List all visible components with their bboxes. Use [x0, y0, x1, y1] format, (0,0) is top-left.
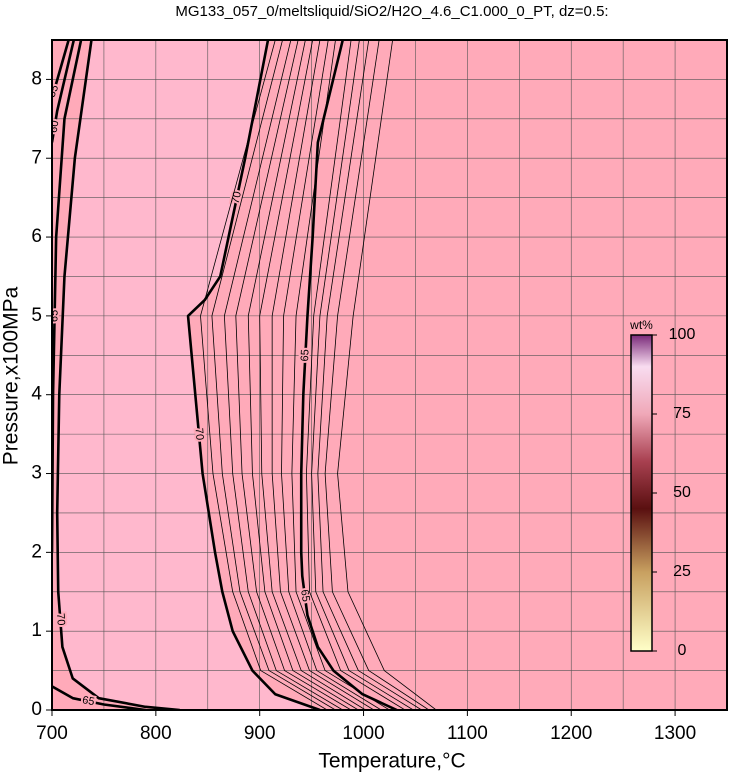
minor-contour	[247, 40, 359, 710]
x-tick-label: 1100	[447, 723, 488, 744]
contour-label: 60	[48, 120, 62, 134]
major-contour	[186, 40, 321, 710]
minor-contour	[306, 40, 406, 710]
x-tick-label: 1200	[550, 723, 592, 744]
y-tick-label: 1	[31, 620, 42, 641]
x-tick-label: 700	[36, 723, 68, 744]
minor-contour	[211, 40, 336, 710]
contour-label: 70	[230, 190, 244, 204]
y-tick-label: 4	[31, 384, 42, 405]
colorbar	[630, 334, 653, 652]
contour-label: 70	[192, 427, 205, 440]
colorbar-label: wt%	[629, 318, 653, 332]
y-tick-label: 5	[31, 305, 42, 326]
major-contour	[55, 40, 180, 710]
colorbar-tick-label: 100	[669, 326, 696, 343]
y-tick-label: 7	[31, 147, 42, 168]
colorbar-tick-label: 0	[678, 642, 687, 659]
y-tick-label: 6	[31, 226, 42, 247]
plot-frame	[51, 39, 728, 711]
minor-contour	[200, 40, 328, 710]
minor-contour	[235, 40, 352, 710]
contour-label: 65	[299, 349, 312, 362]
minor-contour	[317, 40, 422, 710]
major-contour	[299, 40, 398, 710]
colorbar-tick-label: 50	[673, 484, 691, 501]
minor-contour	[311, 40, 414, 710]
y-tick-label: 0	[31, 699, 42, 720]
contour-label: 65	[48, 310, 60, 322]
x-tick-label: 800	[140, 723, 172, 744]
minor-contour	[223, 40, 343, 710]
y-tick-label: 3	[31, 463, 42, 484]
x-tick-label: 900	[244, 723, 276, 744]
colorbar-tick-label: 25	[673, 563, 691, 580]
contour-label: 55	[46, 83, 62, 99]
major-contour	[52, 685, 146, 710]
x-tick-label: 1000	[342, 723, 384, 744]
minor-contour	[291, 40, 390, 710]
chart-title: MG133_057_0/meltsliquid/SiO2/H2O_4.6_C1.…	[175, 3, 608, 20]
x-axis-label: Temperature,°C	[318, 750, 465, 773]
contour-label: 70	[54, 613, 67, 626]
minor-contour	[271, 40, 375, 710]
y-axis-label: Pressure,x100MPa	[0, 286, 23, 465]
minor-contour	[259, 40, 366, 710]
minor-contour	[324, 40, 430, 710]
minor-contour	[281, 40, 382, 710]
high-region	[52, 40, 320, 710]
major-contour	[52, 40, 76, 143]
minor-contour	[337, 40, 437, 710]
y-tick-label: 2	[31, 541, 42, 562]
contour-label: 65	[81, 694, 95, 708]
colorbar-tick-label: 75	[673, 405, 691, 422]
y-tick-label: 8	[31, 68, 42, 89]
x-tick-label: 1300	[654, 723, 696, 744]
major-contour	[52, 40, 70, 96]
